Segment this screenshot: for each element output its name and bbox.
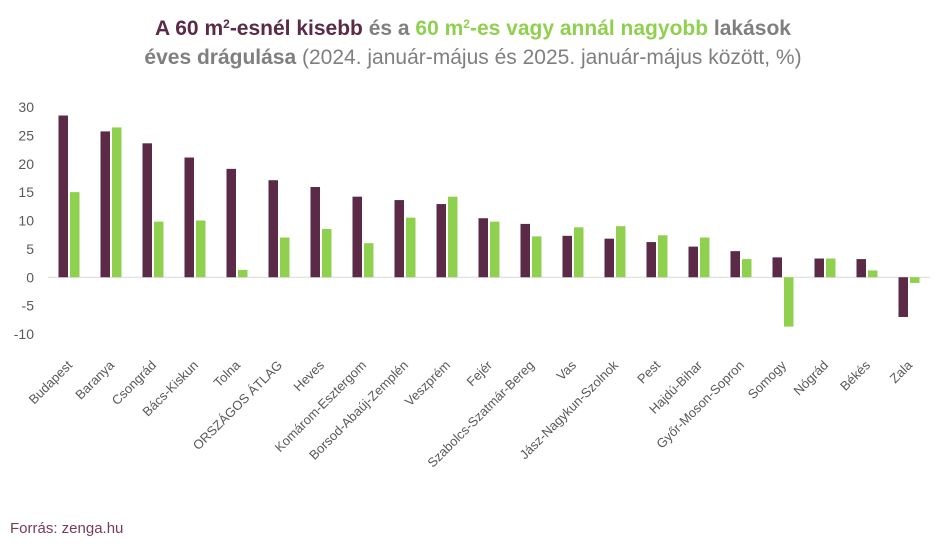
bar-large-flats (574, 227, 584, 278)
bar-large-flats (112, 127, 122, 278)
bar-small-flats (394, 200, 404, 278)
bar-large-flats (196, 220, 206, 278)
title-part2: 60 m (175, 17, 224, 40)
bar-small-flats (898, 277, 908, 317)
bar-small-flats (688, 246, 698, 278)
bar-small-flats (646, 242, 656, 278)
bar-large-flats (826, 258, 836, 278)
bar-large-flats (154, 221, 164, 278)
y-tick-label: 15 (18, 184, 34, 200)
bar-large-flats (910, 277, 920, 283)
y-tick-label: -5 (22, 298, 35, 314)
chart-title: A 60 m2-esnél kisebb és a 60 m2-es vagy … (0, 10, 946, 72)
x-tick-label: Nógrád (790, 358, 831, 399)
source-note: Forrás: zenga.hu (10, 520, 124, 537)
bar-small-flats (436, 204, 446, 278)
bar-large-flats (784, 277, 794, 327)
bar-small-flats (856, 259, 866, 278)
bar-small-flats (58, 115, 68, 278)
title-part11: (2024. január-május és 2025. január-máju… (296, 46, 802, 69)
bar-small-flats (352, 196, 362, 278)
bar-small-flats (814, 258, 824, 278)
title-part4: -esnél kisebb (229, 17, 363, 40)
x-tick-label: Tolna (211, 357, 244, 390)
title-part10: éves drágulása (144, 46, 297, 69)
y-tick-label: 0 (26, 269, 34, 285)
x-tick-label: Zala (887, 357, 916, 386)
bar-large-flats (70, 192, 80, 278)
x-tick-label: Vas (553, 357, 579, 383)
bar-small-flats (562, 235, 572, 278)
x-tick-label: Pest (634, 357, 663, 386)
y-tick-label: 20 (18, 156, 34, 172)
y-axis: -10 -5 0 5 10 15 20 25 30 (14, 99, 930, 342)
bar-large-flats (238, 269, 248, 278)
title-part7: 2 (463, 17, 470, 31)
bar-small-flats (226, 168, 236, 278)
bar-large-flats (448, 196, 458, 278)
bar-large-flats (532, 236, 542, 278)
x-tick-label: Heves (290, 357, 327, 394)
bar-small-flats (310, 187, 320, 278)
bar-large-flats (616, 226, 626, 278)
chart-title-line2: éves drágulása (2024. január-május és 20… (123, 43, 823, 72)
bar-small-flats (772, 257, 782, 278)
title-part6: 60 m (415, 17, 464, 40)
y-tick-label: 10 (18, 213, 34, 229)
x-tick-label: Somogy (745, 357, 790, 402)
bar-large-flats (406, 217, 416, 278)
bar-small-flats (268, 180, 278, 278)
bar-small-flats (478, 218, 488, 278)
bar-small-flats (730, 251, 740, 278)
bar-large-flats (658, 235, 668, 278)
bar-small-flats (604, 238, 614, 278)
y-tick-label: 30 (18, 99, 34, 115)
title-part1: A (155, 17, 176, 40)
y-tick-label: 25 (18, 127, 34, 143)
y-tick-label: -10 (14, 326, 34, 342)
x-tick-label: Fejér (464, 357, 496, 389)
title-part3: 2 (223, 17, 230, 31)
bar-large-flats (322, 229, 332, 278)
title-part5: és a (362, 17, 416, 40)
bar-large-flats (742, 259, 752, 278)
bar-large-flats (490, 221, 500, 278)
bar-large-flats (700, 237, 710, 278)
title-part9: lakások (708, 17, 791, 40)
x-tick-label: Budapest (26, 357, 76, 407)
bar-small-flats (142, 143, 152, 278)
bar-large-flats (280, 237, 290, 278)
x-tick-label: Békés (837, 357, 874, 394)
chart-title-line1: A 60 m2-esnél kisebb és a 60 m2-es vagy … (0, 10, 946, 43)
y-tick-label: 5 (26, 241, 34, 257)
bar-small-flats (184, 157, 194, 278)
bar-large-flats (364, 243, 374, 278)
bar-small-flats (520, 223, 530, 278)
title-part8: -es vagy annál nagyobb (469, 17, 709, 40)
bar-large-flats (868, 270, 878, 278)
bars (58, 115, 920, 327)
x-tick-label: Veszprém (402, 358, 453, 409)
bar-small-flats (100, 131, 110, 278)
